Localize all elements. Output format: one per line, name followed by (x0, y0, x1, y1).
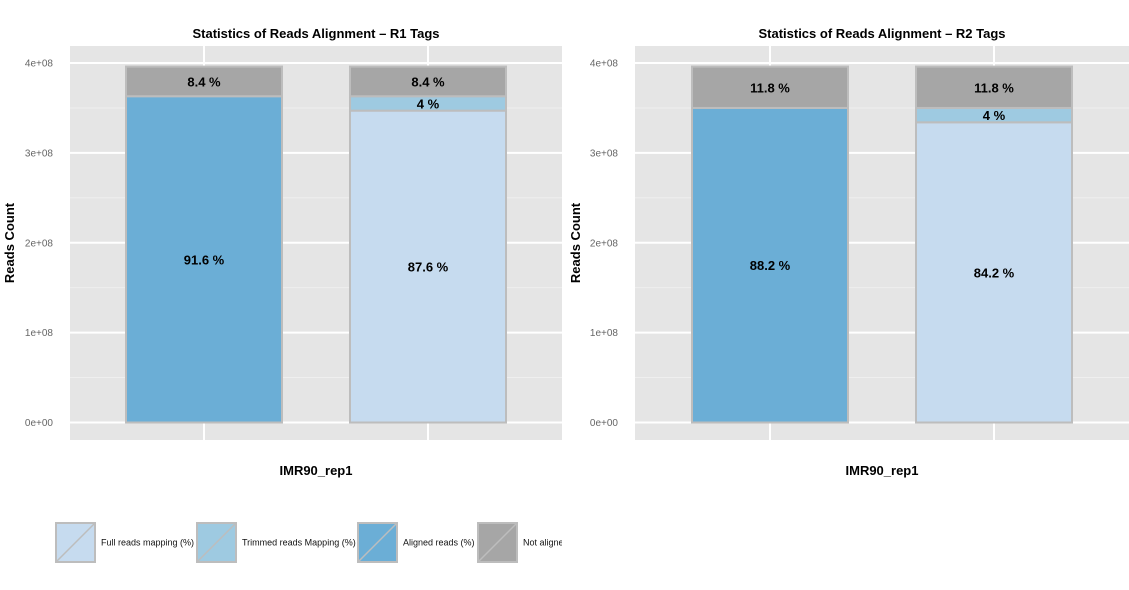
y-tick-label: 1e+08 (25, 328, 54, 339)
legend-swatch-slash (478, 523, 517, 562)
data-label: 4 % (417, 96, 440, 111)
data-label: 91.6 % (184, 252, 225, 267)
y-axis-label: Reads Count (568, 202, 583, 283)
y-tick-label: 2e+08 (25, 238, 54, 249)
legend: Full reads mapping (%) Trimmed reads Mapp… (55, 522, 564, 563)
x-axis-label: IMR90_rep1 (846, 463, 919, 478)
data-label: 8.4 % (187, 74, 221, 89)
data-label: 87.6 % (408, 260, 449, 275)
data-label: 11.8 % (974, 80, 1014, 95)
y-tick-label: 3e+08 (590, 148, 619, 159)
data-label: 11.8 % (750, 80, 790, 95)
y-tick-label: 0e+00 (590, 418, 619, 429)
legend-label: Not aligne (523, 538, 564, 548)
x-axis-label: IMR90_rep1 (280, 463, 353, 478)
legend-swatch-slash (358, 523, 397, 562)
legend-label: Aligned reads (%) (403, 538, 475, 548)
data-label: 84.2 % (974, 265, 1015, 280)
legend-label: Full reads mapping (%) (101, 538, 194, 548)
bar-segment-aligned (125, 95, 283, 424)
legend-key-aligned: Aligned reads (%) (357, 522, 475, 563)
bar-segment-not-aligned (691, 65, 849, 109)
bar-segment-not-aligned (349, 65, 507, 98)
data-label: 4 % (983, 108, 1006, 123)
y-tick-label: 1e+08 (590, 328, 619, 339)
legend-key-full: Full reads mapping (%) (55, 522, 194, 563)
chart-title: Statistics of Reads Alignment – R2 Tags (758, 26, 1005, 41)
y-axis-label: Reads Count (2, 202, 17, 283)
y-tick-label: 3e+08 (25, 148, 54, 159)
y-tick-label: 2e+08 (590, 238, 619, 249)
y-tick-label: 4e+08 (590, 59, 619, 70)
legend-key-not-aligned: Not aligne (477, 522, 564, 563)
legend-swatch-slash (56, 523, 95, 562)
chart-panel-2: 0e+00 1e+08 2e+08 3e+08 4e+08 88.2 % 11.8 % 84.… (568, 26, 1129, 478)
legend-swatch-slash (197, 523, 236, 562)
bar-segment-not-aligned (125, 65, 283, 98)
chart-panel-1: 0e+00 1e+08 2e+08 3e+08 4e+08 91.6 % 8.4 % 87.6… (2, 26, 562, 478)
bar-segment-aligned (691, 106, 849, 424)
y-tick-label: 0e+00 (25, 418, 54, 429)
legend-key-trimmed: Trimmed reads Mapping (%) (196, 522, 356, 563)
y-tick-label: 4e+08 (25, 59, 54, 70)
chart-title: Statistics of Reads Alignment – R1 Tags (192, 26, 439, 41)
bar-segment-full (915, 121, 1073, 424)
data-label: 8.4 % (411, 74, 445, 89)
bar-segment-full (349, 109, 507, 424)
bar-segment-not-aligned (915, 65, 1073, 109)
legend-label: Trimmed reads Mapping (%) (242, 538, 356, 548)
data-label: 88.2 % (750, 258, 791, 273)
